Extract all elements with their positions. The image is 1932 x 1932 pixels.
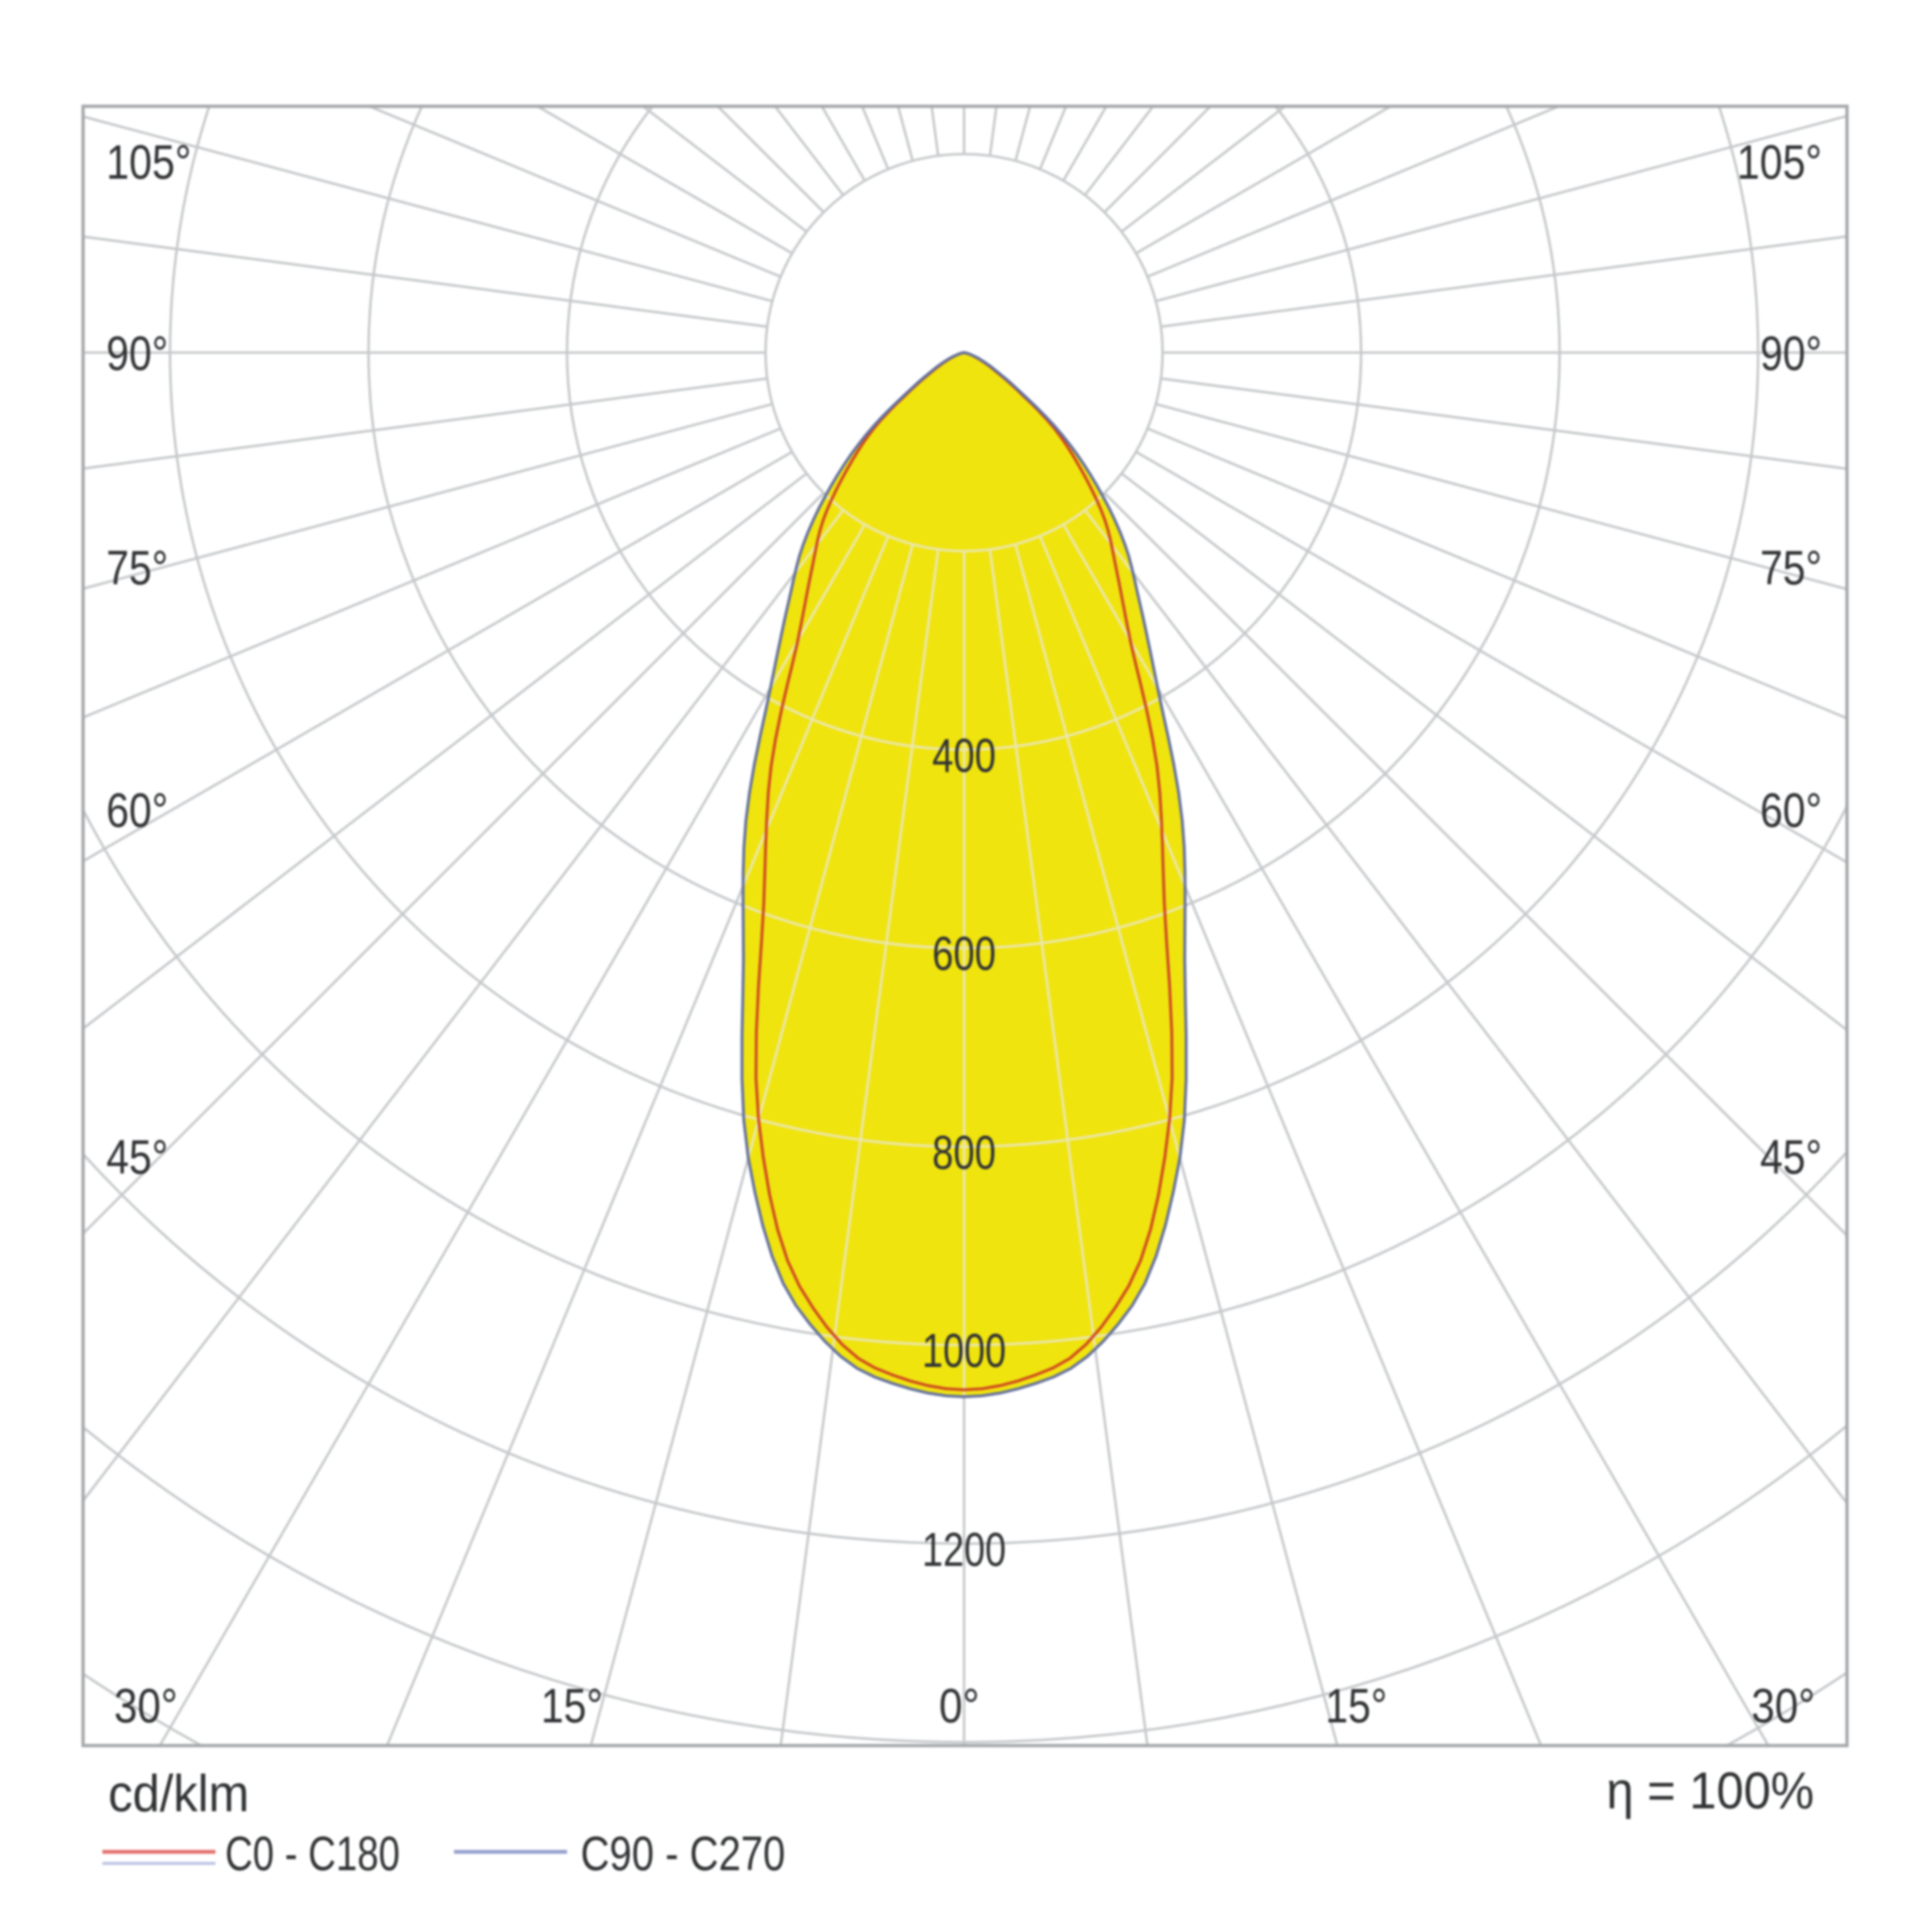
svg-text:15°: 15° (1325, 1679, 1387, 1733)
svg-text:45°: 45° (106, 1130, 168, 1184)
svg-text:30°: 30° (114, 1679, 178, 1733)
svg-text:60°: 60° (106, 783, 168, 838)
svg-text:75°: 75° (1760, 541, 1822, 595)
svg-text:45°: 45° (1760, 1130, 1822, 1184)
svg-text:90°: 90° (1760, 327, 1822, 381)
svg-text:C0 - C180: C0 - C180 (225, 1827, 400, 1881)
svg-text:1200: 1200 (923, 1524, 1007, 1577)
svg-text:1000: 1000 (923, 1325, 1007, 1378)
svg-text:800: 800 (932, 1127, 996, 1179)
svg-text:C90 - C270: C90 - C270 (581, 1827, 785, 1881)
svg-text:η = 100%: η = 100% (1606, 1762, 1814, 1820)
svg-text:60°: 60° (1760, 783, 1822, 838)
svg-text:90°: 90° (106, 327, 168, 381)
svg-text:400: 400 (932, 730, 996, 782)
svg-text:15°: 15° (541, 1679, 603, 1733)
svg-text:75°: 75° (106, 541, 168, 595)
svg-text:30°: 30° (1751, 1679, 1815, 1733)
svg-text:600: 600 (932, 928, 996, 980)
svg-text:cd/klm: cd/klm (108, 1765, 249, 1823)
svg-text:105°: 105° (1737, 135, 1822, 189)
svg-text:105°: 105° (106, 135, 191, 189)
svg-text:0°: 0° (939, 1679, 980, 1733)
